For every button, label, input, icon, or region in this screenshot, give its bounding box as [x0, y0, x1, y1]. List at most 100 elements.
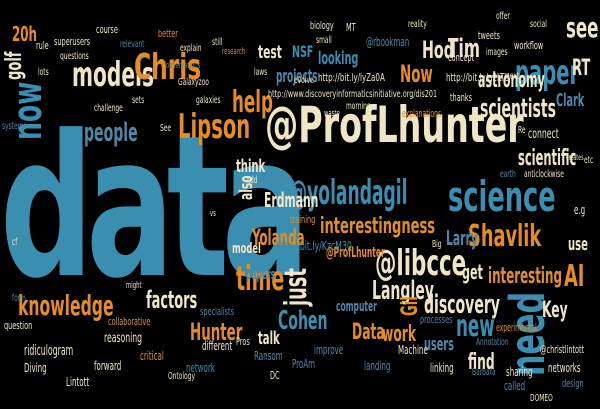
word-link-lyza0a: http://bit.ly/lyZa0A — [318, 71, 385, 84]
word-clark: Clark — [556, 90, 585, 111]
word-golf-vertical: golf — [2, 51, 27, 80]
word-gil-vertical: Gil — [398, 296, 423, 316]
word-observations: observations — [166, 61, 201, 71]
word-evolve: evolve — [294, 75, 314, 86]
word-projects: projects — [276, 66, 318, 87]
word-ransom: Ransom — [254, 349, 283, 363]
word-data-small: Data — [352, 320, 385, 345]
word-anticlockwise: anticlockwise — [524, 169, 564, 180]
word-looking: looking — [318, 48, 359, 69]
word-interestingness: interestingness — [320, 214, 436, 239]
word-use: use — [568, 234, 588, 255]
word-waste: waste — [324, 109, 340, 119]
word-nsf: NSF — [292, 42, 314, 61]
word-proflhunter-small: @ProfLhunter — [326, 245, 385, 261]
word-just-vertical: just — [279, 268, 314, 306]
word-find: find — [468, 350, 495, 375]
word-model: model — [232, 241, 261, 257]
word-key: Key — [542, 298, 568, 323]
word-hod: Hod — [422, 36, 454, 64]
word-larry: Larry — [446, 226, 478, 250]
word-libcce: @libcce — [375, 243, 467, 284]
word-20h: 20h — [12, 22, 37, 46]
word-link-kzcm30: http://bit.ly/KzcM30 — [276, 239, 352, 253]
word-social: social — [530, 19, 547, 30]
word-workflow: workflow — [514, 39, 544, 52]
word-rt: RT — [572, 56, 591, 81]
word-explain: explain — [180, 43, 202, 54]
word-vs: vs — [210, 209, 216, 219]
word-improve: improve — [314, 343, 344, 357]
word-small: small — [316, 35, 332, 46]
word-course: course — [96, 23, 118, 36]
word-training: training — [290, 213, 316, 226]
word-yolanda: Yolanda — [252, 226, 305, 251]
word-better: better — [158, 27, 178, 40]
word-get: get — [462, 260, 483, 284]
word-relevant: relevant — [120, 39, 145, 50]
word-questions: questions — [60, 51, 89, 62]
word-talk: talk — [258, 328, 280, 349]
word-help: help — [232, 85, 273, 120]
word-still: still — [212, 37, 223, 48]
word-question: question — [4, 319, 33, 332]
word-ridiculogram: ridiculogram — [24, 343, 74, 359]
word-specialists: specialists — [200, 305, 234, 318]
word-pros: Pros — [236, 335, 250, 348]
word-test: test — [258, 42, 282, 63]
word-images: images — [486, 47, 508, 58]
word-reasoning: reasoning — [104, 331, 143, 346]
word-rule: rule — [36, 39, 49, 52]
word-machine: Machine — [398, 343, 428, 357]
word-offer: offer — [496, 11, 510, 22]
word-cohen: Cohen — [278, 306, 328, 336]
word-now: Now — [400, 60, 433, 88]
word-superusers: superusers — [54, 35, 91, 48]
word-interesting: interesting — [488, 264, 562, 289]
word-eg: e.g — [574, 203, 586, 217]
word-think: think — [236, 156, 266, 177]
word-scientists: scientists — [480, 94, 556, 124]
word-earth: earth — [500, 169, 516, 180]
word-annotation: Annotation — [476, 337, 509, 348]
word-connect: connect — [528, 127, 559, 142]
word-yolandagil: @yolandagil — [290, 173, 408, 213]
word-etc: etc — [584, 155, 594, 166]
word-add: Add — [246, 175, 258, 186]
word-lintott: Lintott — [66, 375, 90, 389]
word-barbara: Barbara — [472, 367, 496, 378]
word-proflhunter: @ProfLhunter — [265, 96, 524, 154]
word-users: users — [424, 334, 454, 355]
word-biology: biology — [310, 19, 334, 32]
word-time: time — [236, 259, 285, 299]
word-factors: factors — [146, 286, 198, 314]
word-galaxies: galaxies — [196, 95, 221, 106]
word-people: people — [84, 118, 138, 148]
word-diving: Diving — [24, 361, 47, 375]
word-concept: concept — [448, 51, 475, 64]
word-laws: laws — [254, 67, 268, 78]
word-called: called — [504, 379, 526, 393]
word-erdmann: Erdmann — [264, 188, 319, 212]
word-form: form — [12, 293, 26, 304]
word-sets: sets — [132, 95, 145, 106]
word-design: design — [562, 377, 584, 390]
word-ontology: Ontology — [168, 371, 195, 382]
word-re: Re — [518, 125, 526, 136]
word-computer: computer — [336, 299, 377, 315]
word-reality: reality — [408, 19, 427, 30]
word-landing: landing — [364, 359, 391, 373]
word-explanations: explanations — [402, 107, 442, 120]
word-science: science — [448, 172, 556, 221]
word-data: data — [0, 94, 310, 322]
word-challenge: challenge — [94, 103, 123, 114]
word-christlintott: @christlintott — [540, 343, 585, 356]
word-different: different — [202, 339, 233, 353]
word-langley: Langley — [372, 276, 434, 306]
word-mt: MT — [346, 21, 356, 34]
word-paper: paper — [515, 53, 580, 93]
word-rbookman: @rbookman — [366, 35, 410, 49]
word-domeo: DOMEO — [530, 393, 553, 404]
word-astronomy: astronomy — [478, 68, 545, 93]
word-dc: DC — [270, 369, 280, 382]
